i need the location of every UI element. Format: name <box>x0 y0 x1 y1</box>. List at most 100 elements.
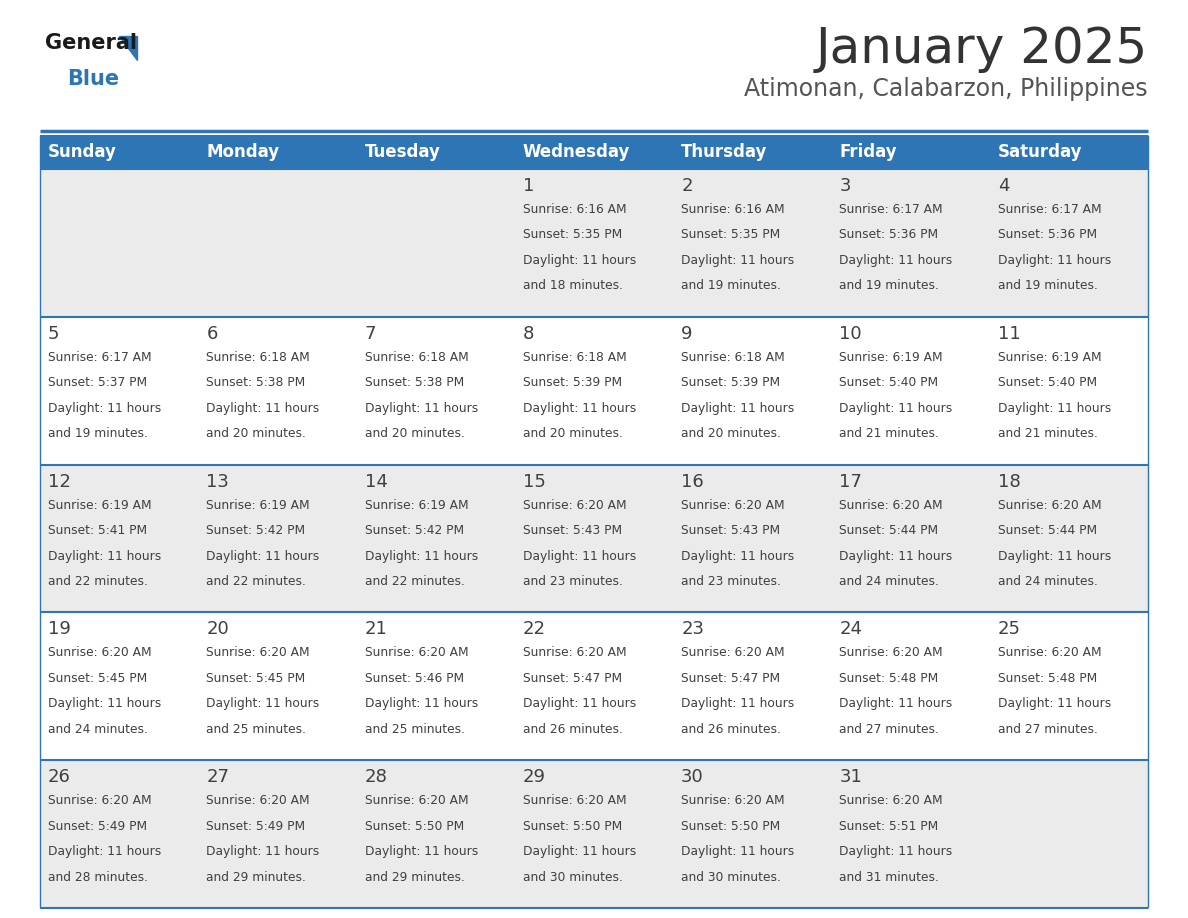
Text: and 22 minutes.: and 22 minutes. <box>48 575 147 588</box>
Text: and 30 minutes.: and 30 minutes. <box>681 870 781 884</box>
Text: 5: 5 <box>48 325 59 342</box>
Text: Sunset: 5:38 PM: Sunset: 5:38 PM <box>365 376 463 389</box>
Text: Sunset: 5:44 PM: Sunset: 5:44 PM <box>998 524 1097 537</box>
Text: Daylight: 11 hours: Daylight: 11 hours <box>365 698 478 711</box>
Text: Sunset: 5:36 PM: Sunset: 5:36 PM <box>998 229 1097 241</box>
Text: Daylight: 11 hours: Daylight: 11 hours <box>840 550 953 563</box>
Bar <box>356 612 514 760</box>
Text: 22: 22 <box>523 621 545 638</box>
Text: and 21 minutes.: and 21 minutes. <box>840 427 940 441</box>
Text: Daylight: 11 hours: Daylight: 11 hours <box>48 698 162 711</box>
Bar <box>832 317 990 465</box>
Text: Daylight: 11 hours: Daylight: 11 hours <box>681 402 795 415</box>
Text: Sunset: 5:47 PM: Sunset: 5:47 PM <box>523 672 623 685</box>
Text: and 29 minutes.: and 29 minutes. <box>207 870 307 884</box>
Text: and 24 minutes.: and 24 minutes. <box>998 575 1098 588</box>
Text: 26: 26 <box>48 768 71 786</box>
Text: and 18 minutes.: and 18 minutes. <box>523 279 623 293</box>
Text: Sunrise: 6:20 AM: Sunrise: 6:20 AM <box>207 646 310 659</box>
Bar <box>356 169 514 317</box>
Bar <box>356 317 514 465</box>
Text: Daylight: 11 hours: Daylight: 11 hours <box>48 550 162 563</box>
Text: Saturday: Saturday <box>998 143 1082 161</box>
Text: Sunset: 5:42 PM: Sunset: 5:42 PM <box>207 524 305 537</box>
Bar <box>674 317 832 465</box>
Text: 9: 9 <box>681 325 693 342</box>
Text: Daylight: 11 hours: Daylight: 11 hours <box>48 845 162 858</box>
Text: 2: 2 <box>681 177 693 195</box>
Text: Sunset: 5:47 PM: Sunset: 5:47 PM <box>681 672 781 685</box>
Text: Sunrise: 6:20 AM: Sunrise: 6:20 AM <box>365 794 468 807</box>
Bar <box>990 760 1148 908</box>
Text: and 20 minutes.: and 20 minutes. <box>681 427 781 441</box>
Text: Sunset: 5:37 PM: Sunset: 5:37 PM <box>48 376 147 389</box>
Text: Sunrise: 6:16 AM: Sunrise: 6:16 AM <box>523 203 626 216</box>
Text: Sunset: 5:49 PM: Sunset: 5:49 PM <box>207 820 305 833</box>
Text: Sunrise: 6:17 AM: Sunrise: 6:17 AM <box>840 203 943 216</box>
Text: Sunset: 5:36 PM: Sunset: 5:36 PM <box>840 229 939 241</box>
Bar <box>514 465 674 612</box>
Text: 27: 27 <box>207 768 229 786</box>
Bar <box>990 612 1148 760</box>
Text: Sunrise: 6:16 AM: Sunrise: 6:16 AM <box>681 203 785 216</box>
Text: 14: 14 <box>365 473 387 490</box>
Text: Daylight: 11 hours: Daylight: 11 hours <box>523 550 636 563</box>
Text: and 30 minutes.: and 30 minutes. <box>523 870 623 884</box>
Text: Daylight: 11 hours: Daylight: 11 hours <box>840 845 953 858</box>
Text: and 19 minutes.: and 19 minutes. <box>998 279 1098 293</box>
Text: and 27 minutes.: and 27 minutes. <box>840 722 940 736</box>
Bar <box>514 760 674 908</box>
Text: 15: 15 <box>523 473 545 490</box>
Text: and 31 minutes.: and 31 minutes. <box>840 870 940 884</box>
Bar <box>198 760 356 908</box>
Bar <box>832 612 990 760</box>
Text: Tuesday: Tuesday <box>365 143 441 161</box>
Text: Sunset: 5:40 PM: Sunset: 5:40 PM <box>840 376 939 389</box>
Text: Sunset: 5:35 PM: Sunset: 5:35 PM <box>523 229 623 241</box>
Text: Sunrise: 6:17 AM: Sunrise: 6:17 AM <box>48 351 152 364</box>
Text: Daylight: 11 hours: Daylight: 11 hours <box>523 402 636 415</box>
Bar <box>990 317 1148 465</box>
Text: and 25 minutes.: and 25 minutes. <box>207 722 307 736</box>
Text: Sunrise: 6:17 AM: Sunrise: 6:17 AM <box>998 203 1101 216</box>
Text: 30: 30 <box>681 768 704 786</box>
Text: Sunrise: 6:18 AM: Sunrise: 6:18 AM <box>365 351 468 364</box>
Text: Sunrise: 6:19 AM: Sunrise: 6:19 AM <box>48 498 152 511</box>
Text: Sunrise: 6:19 AM: Sunrise: 6:19 AM <box>840 351 943 364</box>
Text: Thursday: Thursday <box>681 143 767 161</box>
Text: Sunset: 5:50 PM: Sunset: 5:50 PM <box>365 820 463 833</box>
Text: 25: 25 <box>998 621 1020 638</box>
Text: Daylight: 11 hours: Daylight: 11 hours <box>840 698 953 711</box>
Text: Sunrise: 6:20 AM: Sunrise: 6:20 AM <box>523 646 626 659</box>
Text: 31: 31 <box>840 768 862 786</box>
Text: and 20 minutes.: and 20 minutes. <box>207 427 307 441</box>
Text: 11: 11 <box>998 325 1020 342</box>
Text: and 28 minutes.: and 28 minutes. <box>48 870 148 884</box>
Text: January 2025: January 2025 <box>816 25 1148 73</box>
Text: Sunset: 5:50 PM: Sunset: 5:50 PM <box>523 820 623 833</box>
Text: Daylight: 11 hours: Daylight: 11 hours <box>365 845 478 858</box>
Text: and 24 minutes.: and 24 minutes. <box>840 575 940 588</box>
Text: General: General <box>45 33 137 53</box>
Text: 10: 10 <box>840 325 862 342</box>
Text: 4: 4 <box>998 177 1010 195</box>
Text: 18: 18 <box>998 473 1020 490</box>
Text: and 19 minutes.: and 19 minutes. <box>681 279 781 293</box>
Text: 12: 12 <box>48 473 71 490</box>
Bar <box>198 317 356 465</box>
Text: Friday: Friday <box>840 143 897 161</box>
Text: and 21 minutes.: and 21 minutes. <box>998 427 1098 441</box>
Text: 13: 13 <box>207 473 229 490</box>
Text: Atimonan, Calabarzon, Philippines: Atimonan, Calabarzon, Philippines <box>745 77 1148 101</box>
Text: 16: 16 <box>681 473 704 490</box>
Text: Daylight: 11 hours: Daylight: 11 hours <box>840 254 953 267</box>
Text: Sunset: 5:43 PM: Sunset: 5:43 PM <box>681 524 781 537</box>
Polygon shape <box>119 36 137 60</box>
Text: 29: 29 <box>523 768 545 786</box>
Text: Sunrise: 6:20 AM: Sunrise: 6:20 AM <box>998 646 1101 659</box>
Bar <box>40 317 198 465</box>
Text: Daylight: 11 hours: Daylight: 11 hours <box>998 698 1111 711</box>
Text: Daylight: 11 hours: Daylight: 11 hours <box>681 698 795 711</box>
Text: Blue: Blue <box>67 69 119 89</box>
Bar <box>832 760 990 908</box>
